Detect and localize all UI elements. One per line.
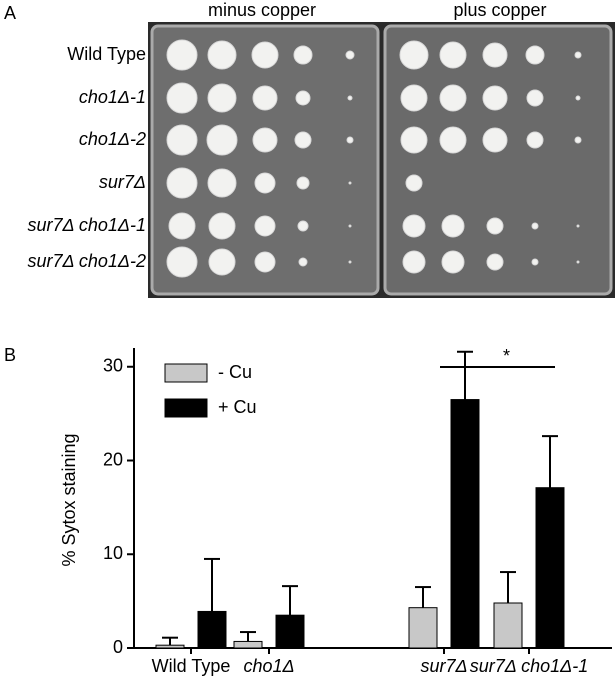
colony [400,84,428,112]
colony [346,136,354,144]
colony [254,251,276,273]
colony [482,85,508,111]
colony [441,214,465,238]
panel-label: B [4,345,16,365]
colony [345,50,355,60]
panel-label: A [4,3,16,23]
significance-label: * [503,346,510,366]
colony [252,85,278,111]
legend-swatch [164,398,208,418]
colony [482,127,508,153]
colony [531,258,539,266]
colony [208,212,236,240]
y-tick-label: 20 [103,449,123,469]
column-header: minus copper [208,0,316,20]
colony [254,215,276,237]
legend-swatch [164,363,208,383]
colony [294,131,312,149]
colony [574,51,582,59]
colony [575,95,581,101]
colony [254,172,276,194]
bar [275,614,305,649]
colony [166,82,198,114]
colony [207,40,237,70]
row-label: sur7Δ cho1Δ-2 [27,251,146,271]
colony [251,41,279,69]
colony [402,250,426,274]
bar [450,399,480,649]
x-tick-label: Wild Type [152,656,231,676]
colony [348,260,352,264]
colony [526,131,544,149]
colony [525,45,545,65]
colony [439,84,467,112]
legend-label: - Cu [218,362,252,382]
colony [166,39,198,71]
colony [166,246,198,278]
colony [405,174,423,192]
x-tick-label: cho1Δ [243,656,294,676]
colony [166,167,198,199]
colony [439,126,467,154]
y-tick-label: 10 [103,543,123,563]
colony [348,224,352,228]
colony [207,168,237,198]
colony [296,176,310,190]
colony [208,248,236,276]
bar [535,487,565,649]
y-tick-label: 30 [103,356,123,376]
row-label: sur7Δ [99,172,146,192]
colony [298,257,308,267]
bar [197,610,227,649]
x-tick-label: sur7Δ [420,656,467,676]
colony [531,222,539,230]
colony [399,40,429,70]
colony [526,89,544,107]
colony [574,136,582,144]
colony [486,217,504,235]
colony [295,90,311,106]
row-label: Wild Type [67,44,146,64]
row-label: cho1Δ-1 [79,87,146,107]
bar [493,602,523,649]
colony [166,124,198,156]
colony [486,253,504,271]
row-label: cho1Δ-2 [79,129,146,149]
legend-label: + Cu [218,397,257,417]
x-tick-label: sur7Δ cho1Δ-1 [470,656,589,676]
colony [402,214,426,238]
colony [441,250,465,274]
colony [297,220,309,232]
column-header: plus copper [453,0,546,20]
colony [293,45,313,65]
colony [207,83,237,113]
colony [206,124,238,156]
colony [439,41,467,69]
colony [482,42,508,68]
colony [347,95,353,101]
colony [348,181,352,185]
y-tick-label: 0 [113,637,123,657]
colony [576,260,580,264]
colony [252,127,278,153]
row-label: sur7Δ cho1Δ-1 [27,215,146,235]
bar [408,607,438,649]
y-axis-label: % Sytox staining [59,433,79,566]
colony [400,126,428,154]
bar [233,640,263,649]
bar [155,644,185,649]
colony [576,224,580,228]
colony [168,212,196,240]
